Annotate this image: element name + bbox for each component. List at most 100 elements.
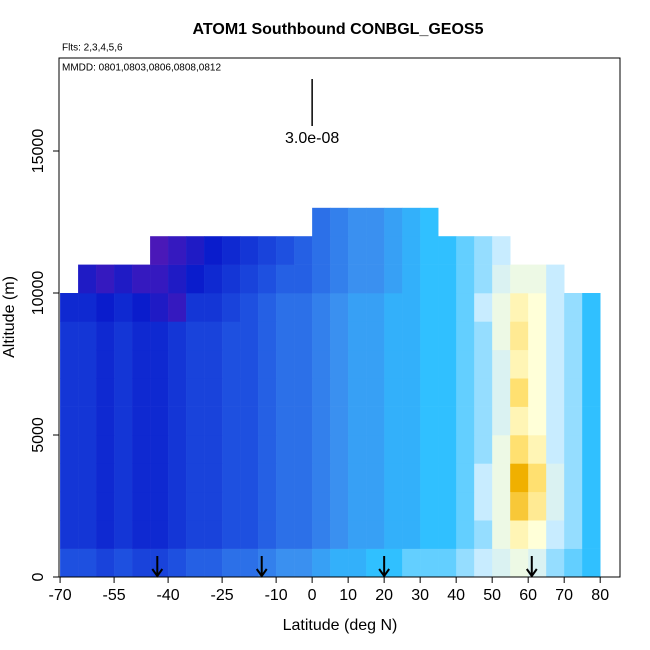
- heat-cell: [528, 293, 547, 322]
- heat-cell: [330, 491, 349, 521]
- heat-cell: [168, 435, 187, 464]
- heat-cell: [546, 321, 565, 351]
- heat-cell: [348, 378, 367, 407]
- heat-cell: [168, 236, 187, 265]
- heat-cell: [150, 520, 169, 549]
- flight-arrowhead: [378, 568, 390, 578]
- heat-cell: [78, 463, 97, 493]
- heat-cell: [312, 349, 331, 379]
- heat-cell: [384, 236, 403, 265]
- heat-cell: [294, 435, 313, 464]
- heat-cell: [528, 406, 547, 436]
- heat-cell: [222, 264, 241, 294]
- heat-cell: [330, 463, 349, 493]
- heat-cell: [114, 378, 133, 407]
- heat-cell: [438, 236, 457, 265]
- heat-cell: [510, 321, 529, 351]
- heat-cell: [204, 463, 223, 493]
- heat-cell: [240, 435, 259, 464]
- heat-cell: [168, 463, 187, 493]
- heat-cell: [474, 349, 493, 379]
- y-tick-label: 5000: [30, 417, 47, 453]
- heat-cell: [420, 293, 439, 322]
- heat-cell: [402, 321, 421, 351]
- heat-cell: [366, 236, 385, 265]
- heat-cell: [258, 349, 277, 379]
- heat-cell: [222, 463, 241, 493]
- heat-cell: [456, 321, 475, 351]
- heat-cell: [204, 491, 223, 521]
- heat-cell: [60, 349, 79, 379]
- heat-cell: [240, 321, 259, 351]
- heat-cell: [294, 491, 313, 521]
- heat-cell: [564, 293, 583, 322]
- heat-cell: [168, 349, 187, 379]
- heat-cell: [186, 520, 205, 549]
- x-tick-label: -55: [103, 587, 126, 604]
- heat-cell: [456, 264, 475, 294]
- heat-cell: [294, 264, 313, 294]
- heat-cell: [168, 264, 187, 294]
- heat-cell: [312, 293, 331, 322]
- heat-cell: [348, 406, 367, 436]
- heat-cell: [348, 491, 367, 521]
- heat-cell: [348, 349, 367, 379]
- heat-cell: [474, 548, 493, 578]
- heat-cell: [420, 491, 439, 521]
- heat-cell: [204, 378, 223, 407]
- heat-cell: [240, 406, 259, 436]
- heat-cell: [546, 378, 565, 407]
- heat-cell: [294, 321, 313, 351]
- heat-cell: [384, 406, 403, 436]
- heat-cell: [474, 406, 493, 436]
- overlay: -70 -55 -40 -25 -10 0 10 20 30 40 50 60 70 80 0 5000 100…: [30, 57, 621, 604]
- heat-cell: [492, 491, 511, 521]
- heat-cell: [312, 435, 331, 464]
- heat-cell: [222, 406, 241, 436]
- annotation: MMDD: 0801,0803,0806,0808,0812: [62, 63, 221, 74]
- heat-cell: [114, 491, 133, 521]
- heat-cell: [348, 435, 367, 464]
- heat-cell: [384, 293, 403, 322]
- heat-cell: [312, 406, 331, 436]
- heat-cell: [510, 406, 529, 436]
- heat-cell: [402, 207, 421, 237]
- heat-cell: [186, 463, 205, 493]
- heat-cell: [276, 463, 295, 493]
- heat-cell: [456, 406, 475, 436]
- heat-cell: [402, 491, 421, 521]
- heat-cell: [510, 378, 529, 407]
- heat-cell: [366, 321, 385, 351]
- heat-cell: [510, 548, 529, 578]
- heat-cell: [168, 520, 187, 549]
- flight-arrowhead: [255, 568, 268, 578]
- heat-cell: [456, 378, 475, 407]
- heat-cell: [348, 236, 367, 265]
- heat-cell: [474, 435, 493, 464]
- heat-cell: [168, 321, 187, 351]
- heat-cell: [312, 321, 331, 351]
- heat-cell: [168, 293, 187, 322]
- heat-cell: [276, 321, 295, 351]
- heat-cell: [96, 548, 115, 578]
- heat-cell: [96, 491, 115, 521]
- heat-cell: [438, 321, 457, 351]
- heat-cell: [348, 520, 367, 549]
- heat-cell: [348, 293, 367, 322]
- heat-cell: [258, 293, 277, 322]
- heat-cell: [492, 548, 511, 578]
- heat-cell: [402, 520, 421, 549]
- heat-cell: [492, 236, 511, 265]
- heat-cell: [312, 463, 331, 493]
- heat-cell: [582, 548, 601, 578]
- heat-cell: [582, 435, 601, 464]
- heat-cell: [258, 406, 277, 436]
- heat-cell: [294, 406, 313, 436]
- y-axis-label: Altitude (m): [1, 276, 18, 358]
- heat-cell: [330, 548, 349, 578]
- heat-cell: [168, 491, 187, 521]
- heat-cell: [528, 264, 547, 294]
- heat-cell: [384, 520, 403, 549]
- heat-cell: [150, 236, 169, 265]
- heat-cell: [366, 463, 385, 493]
